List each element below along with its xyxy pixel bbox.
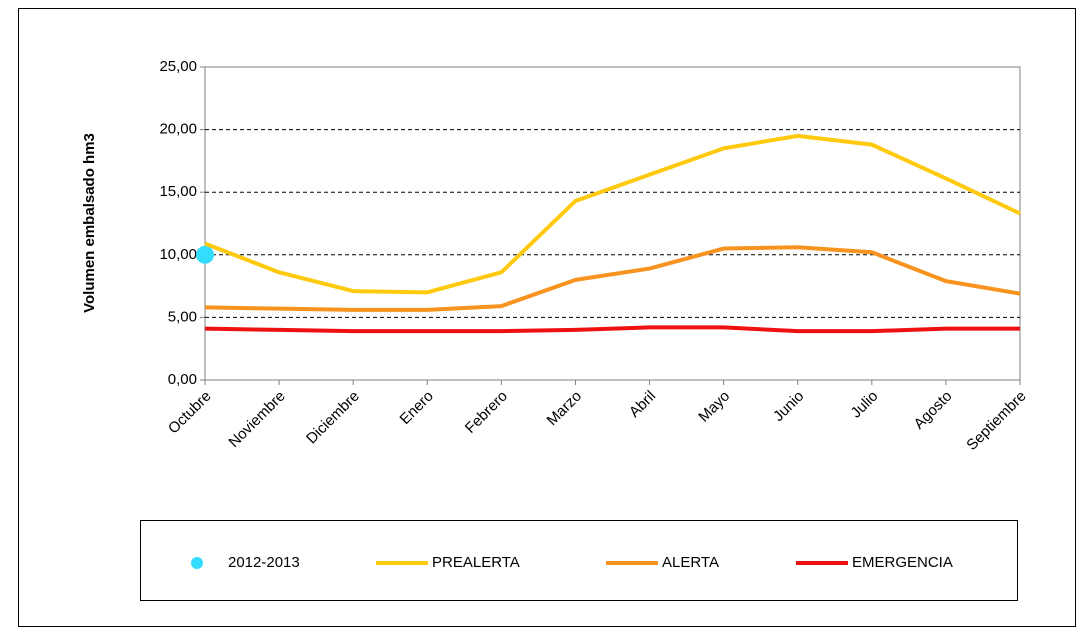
data-point (196, 245, 214, 264)
y-tick-label: 0,00 (168, 371, 197, 388)
legend-label: 2012-2013 (228, 554, 300, 571)
series-line (204, 245, 1021, 312)
y-tick-label: 20,00 (159, 121, 197, 138)
legend-label: EMERGENCIA (852, 554, 953, 571)
y-axis-title: Volumen embalsado hm3 (81, 133, 98, 313)
y-tick-label: 5,00 (168, 308, 197, 325)
legend-label: PREALERTA (432, 554, 520, 571)
series-line (204, 325, 1020, 334)
y-tick-label: 25,00 (159, 58, 197, 75)
plot-area (204, 66, 1021, 381)
y-tick-label: 15,00 (159, 183, 197, 200)
legend-marker (191, 557, 203, 569)
series-line (204, 133, 1021, 295)
legend-label: ALERTA (662, 554, 719, 571)
legend (140, 520, 1018, 601)
y-tick-label: 10,00 (159, 246, 197, 263)
